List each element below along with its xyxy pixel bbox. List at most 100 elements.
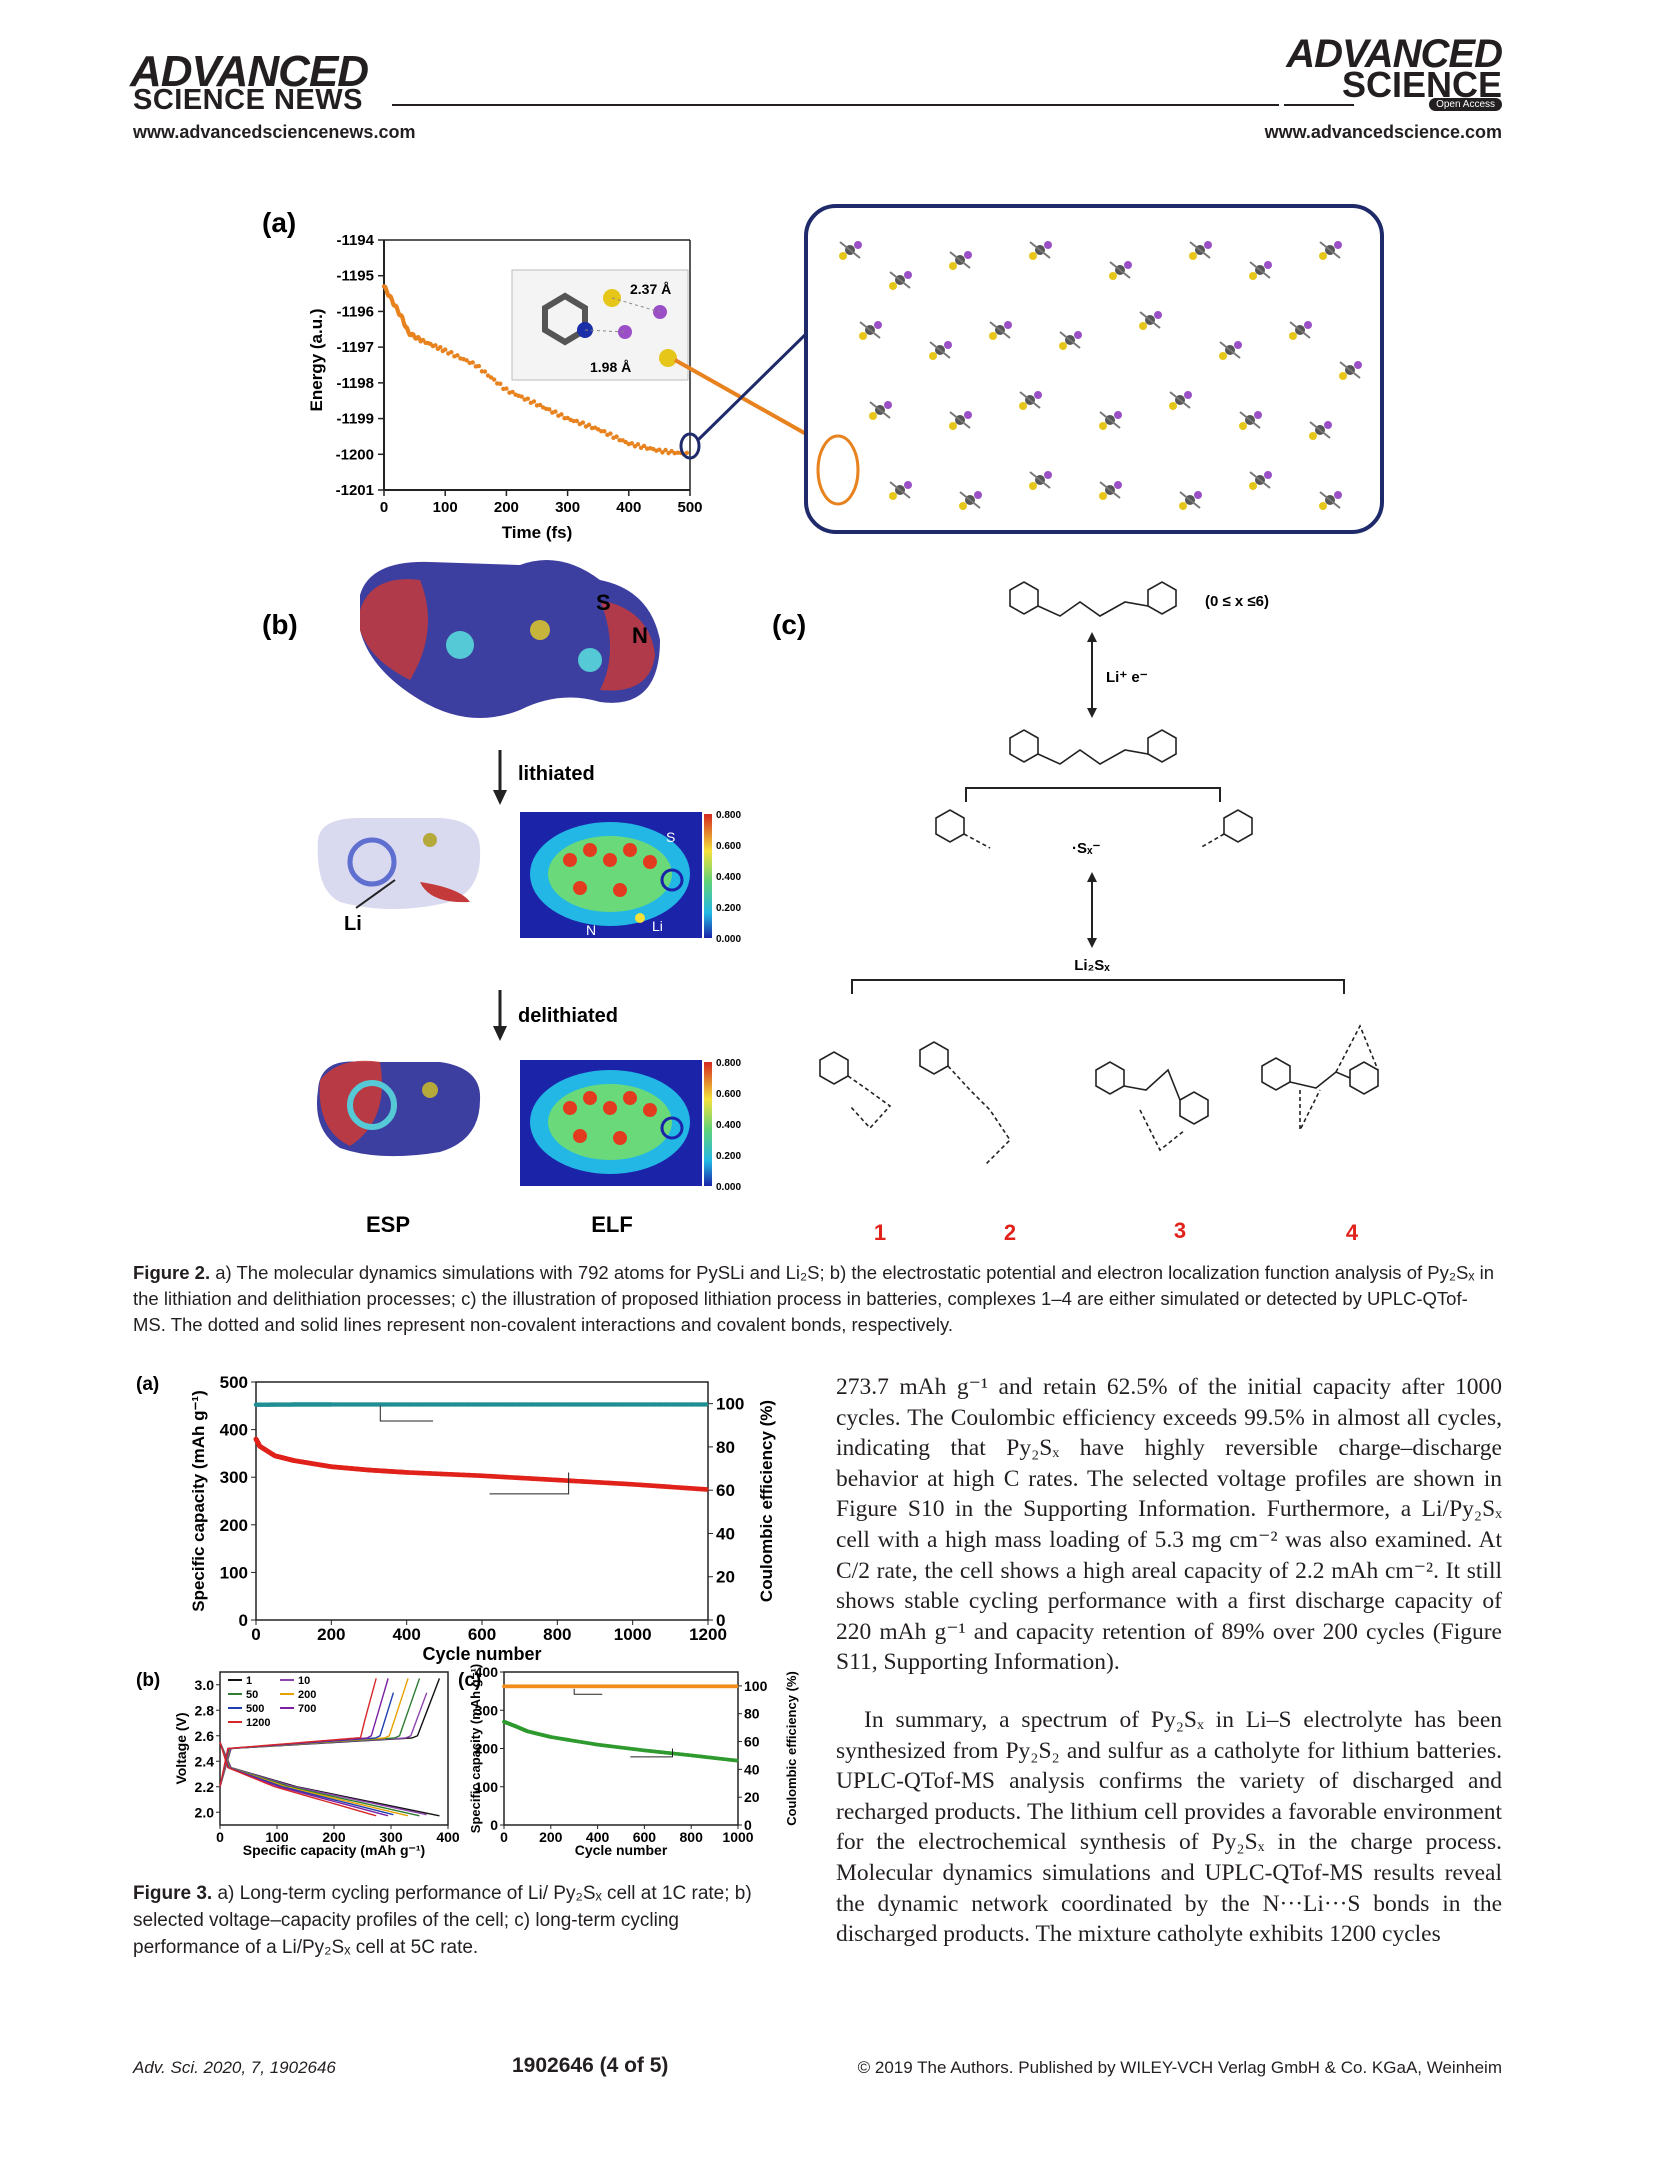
md-lithium	[1194, 491, 1202, 499]
md-lithium	[1004, 321, 1012, 329]
fig2b-esp-label: ESP	[366, 1212, 410, 1237]
md-lithium	[904, 481, 912, 489]
fig2b-elf-Li: Li	[652, 918, 663, 934]
md-bond	[1189, 241, 1211, 259]
figure2: (a) -1194-1195-1196-1197-1198-1199-1200-…	[262, 204, 1384, 1245]
fig3c-xlabel: Cycle number	[575, 1842, 668, 1858]
footer-page: 1902646 (4 of 5)	[512, 2054, 669, 2077]
fig3c-ce-point	[734, 1684, 739, 1689]
fig3c-xtick: 400	[586, 1829, 610, 1845]
fig3c-ytick: 300	[475, 1702, 499, 1718]
fig3c-label: (c)	[458, 1670, 481, 1691]
fig3c-xtick: 600	[633, 1829, 657, 1845]
md-bond	[1309, 421, 1331, 439]
md-lithium	[1304, 321, 1312, 329]
md-lithium	[1184, 391, 1192, 399]
fig2a-point	[559, 412, 564, 417]
fig2a-point	[525, 396, 531, 401]
fig3a-ytick: 400	[220, 1421, 248, 1440]
fig3b-ytick: 2.0	[195, 1804, 215, 1820]
fig3b-legend-1: 1	[246, 1675, 252, 1687]
md-sulfur	[1099, 422, 1107, 430]
right-url[interactable]: www.advancedscience.com	[1264, 122, 1502, 142]
fig3c-capacity-point	[734, 1758, 739, 1763]
fig2a-point	[574, 418, 579, 424]
md-lithium	[874, 321, 882, 329]
md-sulfur	[1319, 502, 1327, 510]
fig2a-yticks: -1194 -1195 -1196 -1197 -1198 -1199 -1200 -1201	[336, 232, 384, 499]
fig3b-xtick: 100	[265, 1829, 289, 1845]
fig2a-inset	[511, 269, 689, 381]
fig2a-point	[635, 442, 641, 447]
fig2b-atom-N: N	[632, 623, 648, 648]
md-bond	[1099, 481, 1121, 499]
md-bond	[929, 341, 951, 359]
fig3c-ylabel: Specific capacity (mAh g⁻¹)	[468, 1664, 483, 1833]
fig2a-point	[537, 402, 543, 408]
fig2a-series	[381, 284, 690, 457]
fig3a-xtick: 1200	[689, 1625, 727, 1644]
fig2a-navy-pointer	[696, 328, 812, 442]
fig3a-ylabel: Specific capacity (mAh g⁻¹)	[189, 1390, 208, 1612]
md-sulfur	[1029, 482, 1037, 490]
md-lithium	[904, 271, 912, 279]
figure3: (a) (b) (c) 0100200300400500020406080100…	[136, 1373, 799, 1858]
fig3a-xtick: 200	[317, 1625, 345, 1644]
fig2a-point	[553, 409, 558, 414]
fig2a-point	[438, 344, 443, 350]
figure2-caption: Figure 2. a) The molecular dynamics simu…	[133, 1260, 1499, 1338]
colorbar-tick: 0.200	[716, 903, 741, 914]
fig2a-point	[571, 418, 576, 424]
fig2c-top-molecule	[1009, 581, 1177, 617]
md-sulfur	[1189, 252, 1197, 260]
fig3b-charge-1200	[219, 1678, 377, 1787]
left-url[interactable]: www.advancedsciencenews.com	[133, 122, 416, 142]
fig2c-product: Li₂Sₓ	[1074, 957, 1110, 974]
md-lithium	[884, 401, 892, 409]
md-bond	[1109, 261, 1131, 279]
md-sulfur	[1019, 402, 1027, 410]
fig2a-point	[547, 407, 552, 412]
fig3c-y2tick: 0	[744, 1817, 752, 1833]
colorbar-tick: 0.800	[716, 1058, 741, 1069]
figure3-caption: Figure 3. a) Long-term cycling performan…	[133, 1880, 783, 1961]
fig3c-ytick: 100	[475, 1779, 499, 1795]
fig2b-lithiated: lithiated	[518, 763, 595, 785]
fig3b-ytick: 2.2	[195, 1779, 215, 1795]
fig3b-xtick: 300	[379, 1829, 403, 1845]
md-bond	[1029, 471, 1051, 489]
fig2a-point	[657, 447, 662, 452]
fig2a-point	[629, 441, 635, 446]
md-bond	[869, 401, 891, 419]
fig3a-xtick: 600	[468, 1625, 496, 1644]
fig3a-xtick: 0	[251, 1625, 260, 1644]
fig2a-inset-label-2: 1.98 Å	[590, 359, 631, 375]
md-lithium	[964, 251, 972, 259]
fig2a-point	[608, 431, 613, 436]
fig2a-label: (a)	[262, 207, 296, 238]
fig3b-xlabel: Specific capacity (mAh g⁻¹)	[243, 1842, 425, 1858]
fig3b-discharge-1	[219, 1741, 440, 1817]
fig2a-point	[586, 422, 592, 427]
md-sulfur	[1239, 422, 1247, 430]
md-sulfur	[1169, 402, 1177, 410]
md-sulfur	[1029, 252, 1037, 260]
fig2a-point	[660, 450, 665, 455]
colorbar-tick: 0.600	[716, 841, 741, 852]
fig3b-discharge-10	[219, 1741, 427, 1816]
fig2a-point	[443, 347, 448, 352]
fig2b-li-pointer	[355, 879, 396, 909]
fig2b-elf-label: ELF	[591, 1212, 633, 1237]
fig2a-point	[669, 448, 674, 454]
fig2a-xlabel: Time (fs)	[502, 523, 573, 542]
md-sulfur	[949, 422, 957, 430]
md-lithium	[1204, 241, 1212, 249]
md-lithium	[1234, 341, 1242, 349]
md-sulfur	[1179, 502, 1187, 510]
fig2a-point	[599, 428, 604, 434]
fig2b-atom-S: S	[596, 590, 611, 615]
md-lithium	[1074, 331, 1082, 339]
header-rule	[392, 104, 1279, 106]
fig3b-ytick: 3.0	[195, 1677, 215, 1693]
md-bond	[1339, 361, 1361, 379]
